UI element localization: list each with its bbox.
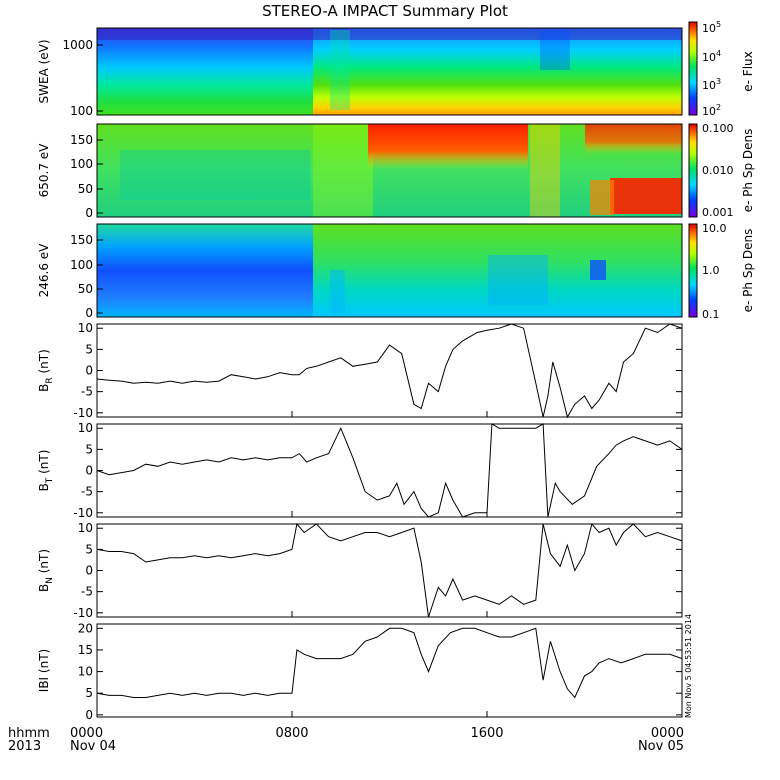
magnetic-field-panels: 10 5 0 -5 -10 BR (nT) 10 5 0 -5 -10 BT (nT) 10 5 0 -5 -1… (37, 321, 683, 722)
ytick-label: 0 (85, 708, 93, 722)
field-ylabel: BR (nT) (37, 349, 55, 392)
time-tick-label: 0800 (275, 726, 308, 741)
line-panel-frame (96, 423, 683, 518)
ytick-label: -10 (73, 506, 93, 520)
ytick-label: -10 (73, 606, 93, 620)
650eV-spectrogram (96, 123, 683, 218)
colorbar-tick: 103 (702, 77, 721, 92)
ytick-label: 10 (78, 665, 93, 679)
heatmap-ylabel: 246.6 eV (37, 243, 51, 298)
plot-title: STEREO-A IMPACT Summary Plot (262, 2, 508, 20)
time-tick-label: 0000 (651, 726, 684, 741)
field-trace (96, 323, 683, 419)
colorbar-tick: 102 (702, 103, 721, 118)
ytick-label: 20 (78, 621, 93, 635)
colorbars (688, 21, 698, 318)
ytick-label: 10 (78, 521, 93, 535)
time-tick-date: Nov 04 (70, 739, 116, 754)
ytick-label: 50 (78, 182, 93, 196)
colorbar-label: e- Ph Sp Dens (741, 229, 755, 313)
ytick-label: 100 (70, 104, 93, 118)
field-trace (96, 522, 683, 618)
line-panel-frame (96, 623, 683, 718)
time-tick-label: 1600 (470, 726, 503, 741)
ytick-label: 50 (78, 282, 93, 296)
colorbar-tick: 10.0 (702, 222, 727, 235)
ytick-label: 15 (78, 643, 93, 657)
ytick-label: 0 (85, 364, 93, 378)
colorbar-tick: 0.100 (702, 122, 734, 135)
field-trace (96, 423, 683, 518)
colorbar-label: e- Flux (741, 51, 755, 91)
colorbar-tick: 0.010 (702, 164, 734, 177)
line-panel-frame (96, 523, 683, 618)
ytick-label: 100 (70, 258, 93, 272)
heatmap-ylabel: 650.7 eV (37, 143, 51, 198)
ytick-label: 10 (78, 321, 93, 335)
field-ylabel: BN (nT) (37, 549, 55, 592)
colorbar-tick: 104 (702, 49, 721, 64)
time-row2-label: 2013 (8, 739, 41, 754)
field-trace (96, 627, 683, 699)
line-panel-frame (96, 323, 683, 418)
ytick-label: -10 (73, 406, 93, 420)
ytick-label: -5 (81, 385, 93, 399)
colorbar-tick: 0.1 (702, 308, 720, 321)
time-row1-label: hhmm (8, 726, 50, 741)
ytick-label: -5 (81, 485, 93, 499)
ytick-label: 5 (85, 342, 93, 356)
colorbar-label: e- Ph Sp Dens (741, 129, 755, 213)
heatmap-ylabel: SWEA (eV) (37, 39, 51, 103)
time-tick-date: Nov 05 (638, 739, 684, 754)
ytick-label: 5 (85, 686, 93, 700)
colorbar-tick: 0.001 (702, 206, 734, 219)
field-ylabel: IBI (nT) (37, 649, 51, 692)
creation-timestamp: Mon Nov 5 04:53:51 2014 (684, 614, 693, 718)
colorbar-tick: 105 (702, 20, 721, 35)
swea-spectrogram (96, 27, 683, 116)
ytick-label: 0 (85, 564, 93, 578)
ytick-label: 100 (70, 157, 93, 171)
ytick-label: 0 (85, 206, 93, 220)
ytick-label: 150 (70, 133, 93, 147)
ytick-label: 150 (70, 233, 93, 247)
ytick-label: 10 (78, 421, 93, 435)
ytick-label: 0 (85, 464, 93, 478)
246eV-spectrogram (96, 223, 683, 318)
ytick-label: 0 (85, 306, 93, 320)
ytick-label: 5 (85, 542, 93, 556)
ytick-label: 1000 (62, 38, 93, 52)
ytick-label: -5 (81, 585, 93, 599)
time-tick-label: 0000 (70, 726, 103, 741)
colorbar-tick: 1.0 (702, 264, 720, 277)
field-ylabel: BT (nT) (37, 450, 55, 492)
ytick-label: 5 (85, 442, 93, 456)
